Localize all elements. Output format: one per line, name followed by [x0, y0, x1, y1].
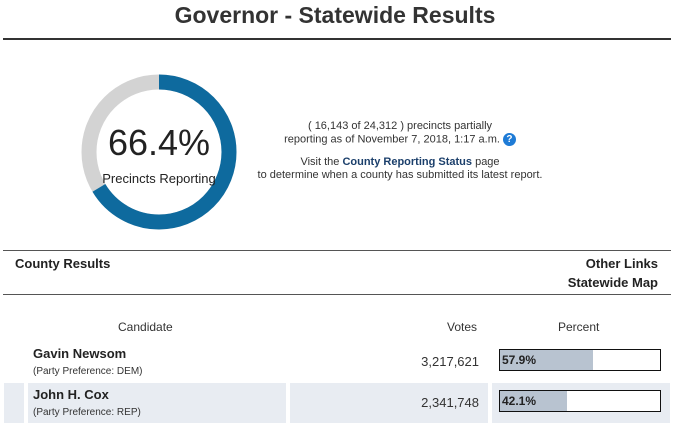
other-links-heading: Other Links [585, 256, 658, 271]
visit-suffix: page [472, 156, 500, 169]
candidate-cell [28, 383, 286, 423]
gauge-filled-ring [81, 74, 237, 230]
precincts-line-2: reporting as of November 7, 2018, 1:17 a… [284, 133, 500, 146]
votes-cell [290, 342, 488, 382]
statewide-map-link[interactable]: Statewide Map [567, 275, 658, 290]
percent-bar: 57.9% [499, 349, 661, 371]
percent-bar-fill [500, 350, 593, 370]
header-percent: Percent [558, 320, 600, 334]
percent-label: 42.1% [502, 394, 537, 408]
candidate-cell [28, 342, 286, 382]
candidate-party: (Party Preference: DEM) [33, 366, 143, 377]
reporting-info: ( 16,143 of 24,312 ) precincts partially… [250, 120, 550, 182]
precincts-line-2-wrap: reporting as of November 7, 2018, 1:17 a… [250, 133, 550, 146]
title-divider [3, 38, 671, 40]
county-reporting-status-link[interactable]: County Reporting Status [342, 156, 473, 169]
precincts-gauge [81, 74, 237, 230]
gauge-center: 66.4% Precincts Reporting [80, 73, 238, 231]
county-results-link[interactable]: County Results [15, 256, 111, 271]
candidate-votes: 3,217,621 [421, 354, 479, 369]
precincts-line-1: ( 16,143 of 24,312 ) precincts partially [307, 120, 493, 132]
candidate-name: John H. Cox [33, 387, 109, 402]
table-row: Gavin Newsom (Party Preference: DEM) 3,2… [0, 342, 686, 382]
header-votes: Votes [447, 320, 478, 334]
section-divider-bottom [3, 294, 671, 295]
gauge-percent: 66.4% [107, 121, 211, 163]
candidate-party: (Party Preference: REP) [33, 407, 141, 418]
candidate-votes: 2,341,748 [421, 395, 479, 410]
row-marker-cell [4, 342, 24, 382]
visit-prefix: Visit the [300, 156, 343, 169]
page-title: Governor - Statewide Results [174, 2, 496, 28]
percent-bar-fill [500, 391, 568, 411]
header-candidate: Candidate [118, 320, 173, 334]
visit-line-2: to determine when a county has submitted… [257, 169, 543, 182]
section-divider-top [3, 250, 671, 251]
row-marker-cell [4, 383, 24, 423]
table-row: John H. Cox (Party Preference: REP) 2,34… [0, 383, 686, 423]
percent-label: 57.9% [502, 353, 537, 367]
votes-cell [290, 383, 488, 423]
percent-bar: 42.1% [499, 390, 661, 412]
candidate-name: Gavin Newsom [33, 346, 127, 361]
help-icon[interactable]: ? [502, 133, 516, 146]
gauge-caption: Precincts Reporting [102, 170, 216, 186]
visit-line: Visit the County Reporting Status page [250, 156, 550, 169]
